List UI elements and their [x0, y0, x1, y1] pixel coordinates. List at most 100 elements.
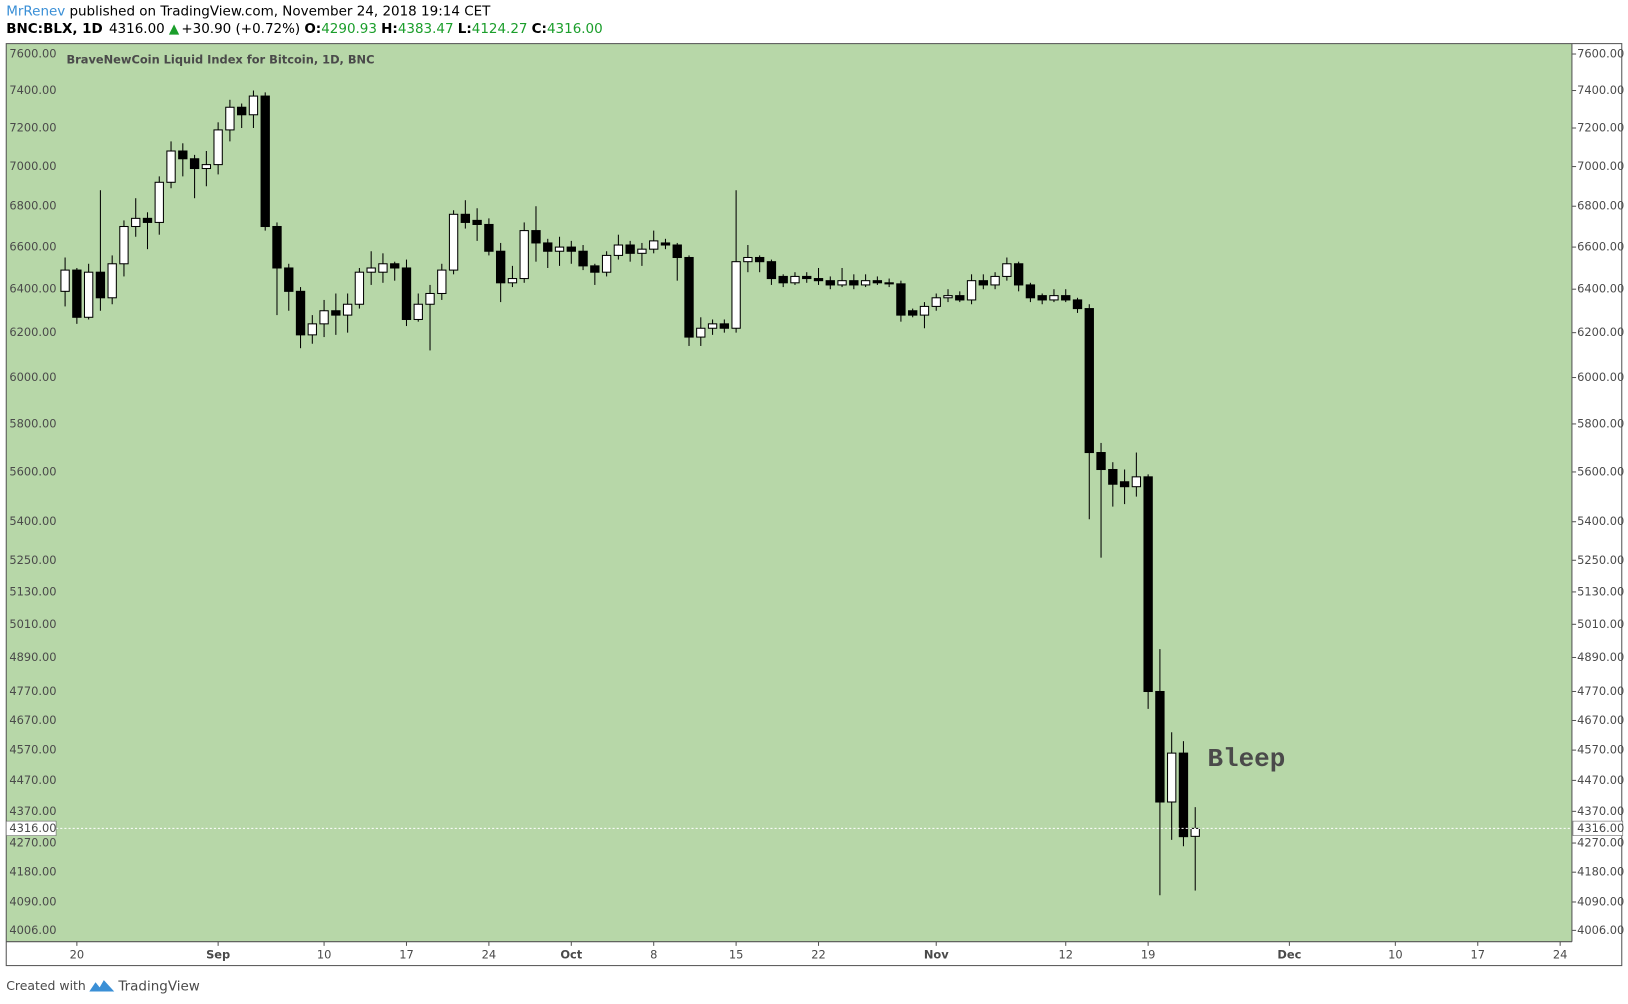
- candle-body: [295, 290, 306, 336]
- candle-body: [225, 106, 235, 131]
- candle-body: [460, 213, 471, 223]
- candle-body: [248, 95, 259, 116]
- y-tick-label: 4370.00: [1577, 804, 1624, 818]
- candle-body: [625, 244, 635, 254]
- candle-body: [660, 242, 671, 246]
- candle-body: [813, 278, 824, 282]
- ohlc-line: BNC:BLX, 1D 4316.00 ▲ +30.90 (+0.72%) O:4290…: [6, 21, 602, 37]
- y-tick-label-left: 5250.00: [9, 553, 56, 567]
- candle-body: [1037, 295, 1047, 301]
- candle-body: [696, 327, 706, 338]
- candle-body: [1061, 295, 1071, 301]
- candle-body: [72, 269, 82, 318]
- candle-body: [672, 244, 682, 259]
- y-tick-label: 5600.00: [1577, 464, 1624, 478]
- x-tick-label: 24: [1553, 948, 1568, 962]
- symbol: BNC:BLX, 1D: [6, 21, 103, 37]
- y-tick-label-left: 4770.00: [9, 684, 56, 698]
- candle-body: [142, 217, 153, 223]
- y-tick-label: 7600.00: [1577, 47, 1624, 61]
- y-tick-label: 4090.00: [1577, 894, 1624, 908]
- candle-body: [331, 310, 341, 316]
- y-tick-label-left: 7400.00: [9, 83, 56, 97]
- y-tick-label-left: 4006.00: [9, 923, 56, 937]
- candle-body: [60, 269, 70, 292]
- open: 4290.93: [321, 21, 377, 37]
- brand-logo[interactable]: [89, 980, 115, 992]
- y-tick-label-left: 4570.00: [9, 743, 56, 757]
- l-label: L:: [458, 21, 472, 37]
- candle-body: [578, 250, 588, 267]
- x-tick-label: 17: [1470, 948, 1485, 962]
- y-tick-label: 4570.00: [1577, 743, 1624, 757]
- candle-body: [872, 280, 883, 284]
- x-tick-label: 12: [1058, 948, 1073, 962]
- candle-body: [425, 292, 435, 305]
- y-tick-label-left: 5010.00: [9, 617, 56, 631]
- candle-body: [1025, 284, 1036, 299]
- y-tick-label-left: 6000.00: [9, 370, 56, 384]
- y-tick-label-left: 4470.00: [9, 773, 56, 787]
- candle-body: [684, 256, 694, 338]
- candle-body: [943, 295, 953, 299]
- frame: [5, 43, 1623, 967]
- plot-area: [6, 43, 1572, 942]
- y-tick-label: 5400.00: [1577, 514, 1624, 528]
- candle-body: [778, 275, 788, 284]
- y-tick-label: 7000.00: [1577, 159, 1624, 173]
- candle-body: [955, 295, 965, 301]
- candle-body: [401, 267, 412, 320]
- candle-body: [531, 230, 541, 244]
- y-tick-label-left: 6600.00: [9, 240, 56, 254]
- candle-body: [1155, 690, 1165, 803]
- candle-body: [978, 280, 988, 286]
- last-price-box: [1572, 820, 1624, 836]
- candle-body: [896, 283, 906, 316]
- candle-body: [495, 250, 506, 284]
- close: 4316.00: [547, 21, 603, 37]
- candle-body: [613, 244, 624, 256]
- candle-body: [1049, 295, 1059, 301]
- annotation: Bleep: [1208, 744, 1286, 774]
- y-tick-label: 6000.00: [1577, 370, 1624, 384]
- x-tick-label: 10: [1388, 948, 1403, 962]
- y-tick-label: 5010.00: [1577, 617, 1624, 631]
- plot-layer: 7600.00 7600.00 7400.00 7400.00 7200.00 7200.…: [5, 47, 1624, 962]
- author[interactable]: MrRenev: [6, 3, 65, 19]
- y-tick-label-left: 6200.00: [9, 325, 56, 339]
- candle-body: [1131, 476, 1142, 488]
- candle-body: [754, 256, 765, 263]
- candle-body: [1072, 299, 1083, 310]
- candle-body: [1190, 827, 1200, 837]
- candle-body: [837, 280, 847, 286]
- candle-body: [1013, 263, 1024, 286]
- candle-body: [719, 323, 730, 329]
- last-price-label: 4316.00: [1577, 821, 1624, 835]
- candle-body: [354, 271, 365, 305]
- x-tick-label: 22: [811, 948, 826, 962]
- y-tick-label-left: 6400.00: [9, 282, 56, 296]
- y-tick-label: 6800.00: [1577, 199, 1624, 213]
- candle-body: [1084, 308, 1094, 454]
- y-tick-label: 5800.00: [1577, 416, 1624, 430]
- y-tick-label: 5130.00: [1577, 584, 1624, 598]
- candle-body: [131, 217, 141, 228]
- footer-brand[interactable]: TradingView: [117, 978, 199, 994]
- y-tick-label: 4890.00: [1577, 650, 1624, 664]
- y-tick-label: 4670.00: [1577, 713, 1624, 727]
- candle-body: [637, 248, 647, 254]
- y-tick-label-left: 5600.00: [9, 464, 56, 478]
- candle-body: [554, 246, 565, 252]
- candle-body: [472, 219, 482, 225]
- header-line: MrRenev published on TradingView.com, Nov…: [6, 3, 491, 19]
- candle-body: [413, 303, 423, 320]
- x-tick-label: Nov: [924, 948, 949, 962]
- candle-body: [95, 271, 106, 299]
- candle-body: [237, 106, 247, 116]
- candle-body: [1167, 752, 1177, 803]
- x-tick-label: Oct: [560, 948, 582, 962]
- y-tick-label-left: 4090.00: [9, 894, 56, 908]
- y-tick-label: 7400.00: [1577, 83, 1624, 97]
- candle-body: [484, 223, 494, 252]
